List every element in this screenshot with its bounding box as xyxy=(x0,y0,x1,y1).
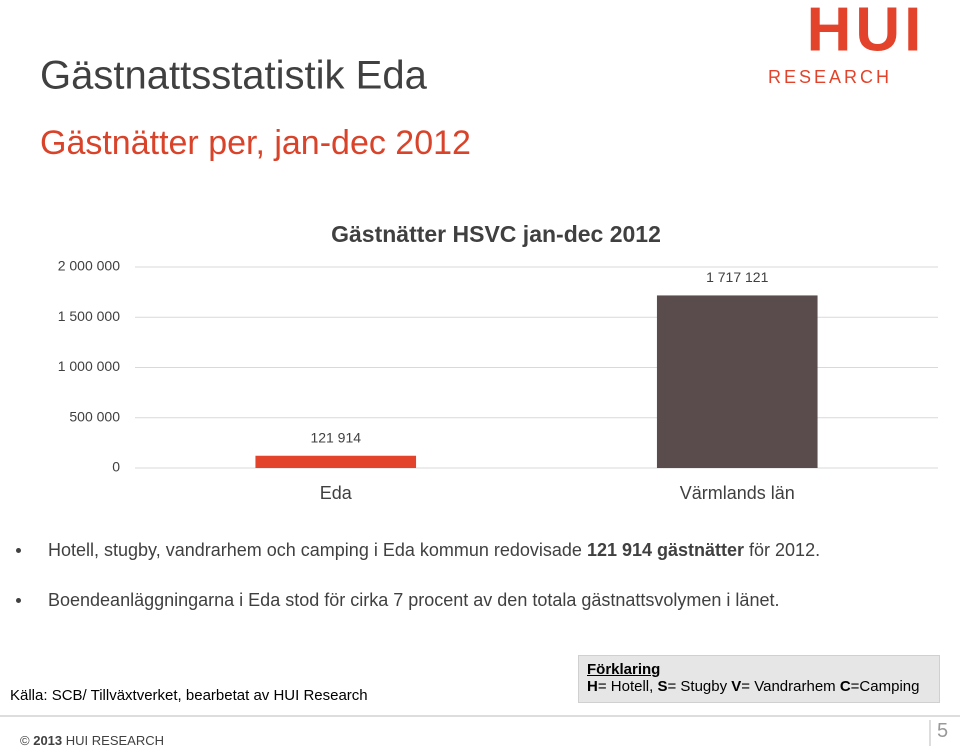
copyright: © 2013 HUI RESEARCH xyxy=(20,733,164,748)
value-label: 1 717 121 xyxy=(706,269,768,285)
text-part: för 2012. xyxy=(744,540,821,560)
y-tick-label: 1 500 000 xyxy=(58,308,120,324)
source: Källa: SCB/ Tillväxtverket, bearbetat av… xyxy=(10,687,368,704)
text-part: C xyxy=(839,678,851,695)
bullet-text: Boendeanläggningarna i Eda stod för cirk… xyxy=(48,590,779,611)
bullet-text: Hotell, stugby, vandrarhem och camping i… xyxy=(48,540,820,561)
y-tick-label: 1 000 000 xyxy=(58,358,120,374)
text-part: H xyxy=(587,678,598,695)
legend-text: H= Hotell, S= Stugby V= Vandrarhem C=Cam… xyxy=(587,678,939,695)
text-part: = Vandrarhem xyxy=(741,678,840,695)
text-part: Boendeanläggningarna i Eda stod för cirk… xyxy=(48,590,780,610)
copyright-year: 2013 xyxy=(33,733,63,748)
page-number: 5 xyxy=(937,720,949,742)
x-tick-label: Eda xyxy=(320,483,353,503)
copyright-symbol: © xyxy=(20,733,30,748)
text-part: V xyxy=(731,678,742,695)
logo: HUI xyxy=(807,0,926,64)
bar xyxy=(656,295,818,468)
bullet-dot xyxy=(16,548,21,553)
y-tick-label: 0 xyxy=(112,459,120,475)
text-part: =Camping xyxy=(850,678,920,695)
value-label: 121 914 xyxy=(310,429,361,445)
legend-box: Förklaring H= Hotell, S= Stugby V= Vandr… xyxy=(578,655,940,703)
text-part: Hotell, stugby, vandrarhem och camping i… xyxy=(48,540,587,560)
y-tick-label: 2 000 000 xyxy=(58,258,120,274)
logo-sub: RESEARCH xyxy=(768,67,892,87)
chart-title: Gästnätter HSVC jan-dec 2012 xyxy=(331,221,661,247)
slide-title: Gästnattsstatistik Eda xyxy=(40,54,428,98)
slide-subtitle: Gästnätter per, jan-dec 2012 xyxy=(40,124,471,162)
text-part: S xyxy=(657,678,668,695)
text-part: = Hotell, xyxy=(597,678,658,695)
y-tick-label: 500 000 xyxy=(69,408,120,424)
copyright-name: HUI RESEARCH xyxy=(65,733,165,748)
bullet-dot xyxy=(16,598,21,603)
text-part: 121 914 gästnätter xyxy=(586,540,745,560)
text-part: = Stugby xyxy=(667,678,732,695)
legend-title: Förklaring xyxy=(587,661,661,678)
bar xyxy=(255,455,417,468)
x-tick-label: Värmlands län xyxy=(680,483,795,503)
